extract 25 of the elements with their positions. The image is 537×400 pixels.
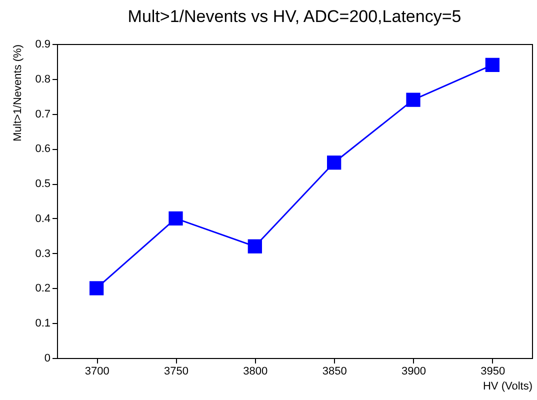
y-tick-label: 0.3: [35, 248, 50, 260]
x-tick-label: 3700: [84, 366, 110, 378]
y-tick-label: 0.6: [35, 143, 50, 156]
x-tick-label: 3750: [164, 366, 188, 378]
y-tick-label: 0.8: [35, 73, 50, 86]
y-tick-label: 0.9: [35, 38, 50, 50]
point: [168, 211, 183, 226]
x-tick-label: 3900: [402, 366, 426, 378]
y-tick-label: 0.5: [35, 178, 50, 190]
point: [406, 92, 420, 107]
y-tick-label: 0: [44, 352, 50, 364]
y-tick-label: 0.2: [35, 282, 50, 295]
y-tick-label: 0.1: [35, 318, 50, 330]
point: [327, 156, 342, 170]
y-tick-label: 0.4: [35, 212, 50, 225]
chart-title: Mult>1/Nevents vs HV, ADC=200,Latency=5: [128, 7, 462, 26]
x-axis-title: HV (Volts): [482, 380, 532, 392]
point: [90, 281, 104, 296]
x-tick-label: 3850: [322, 366, 347, 378]
point: [248, 239, 262, 254]
x-tick-label: 3800: [243, 366, 268, 378]
x-tick-label: 3950: [480, 366, 506, 378]
point: [485, 58, 500, 72]
y-axis-title: Mult>1/Nevents (%): [12, 44, 24, 142]
y-tick-label: 0.7: [35, 108, 50, 120]
